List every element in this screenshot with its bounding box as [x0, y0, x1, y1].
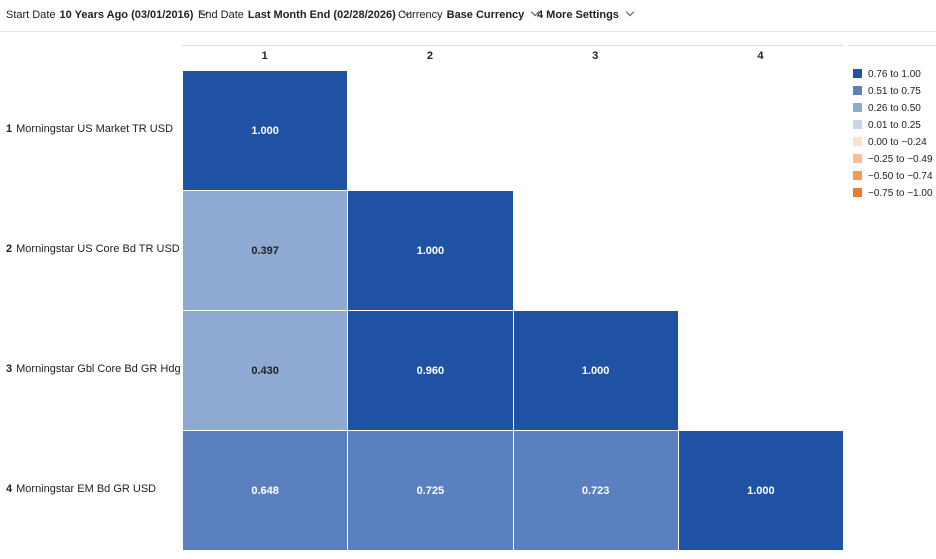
legend-item: 0.00 to −0.24 [853, 137, 927, 148]
settings-bar: Start Date 10 Years Ago (03/01/2016) End D… [0, 0, 936, 32]
legend-swatch [853, 103, 862, 112]
legend-swatch [853, 188, 862, 197]
row-name: Morningstar US Market TR USD [16, 123, 174, 135]
matrix-cell: 1.000 [182, 70, 349, 191]
setting[interactable]: End Date Last Month End (02/28/2026) [198, 7, 412, 21]
matrix-cell: 0.960 [347, 310, 514, 431]
setting-value: 10 Years Ago (03/01/2016) [59, 9, 194, 21]
matrix-cell: 1.000 [347, 190, 514, 311]
row-index: 3 [6, 363, 13, 375]
legend-rule [848, 45, 936, 46]
row-label: 3 Morningstar Gbl Core Bd GR Hdg USD [6, 363, 207, 375]
legend-swatch [853, 120, 862, 129]
legend-label: 0.26 to 0.50 [868, 103, 921, 114]
matrix-cell: 0.648 [182, 430, 349, 551]
legend-swatch [853, 171, 862, 180]
header-rule [182, 45, 843, 46]
legend-label: 0.00 to −0.24 [868, 137, 927, 148]
matrix-cell: 1.000 [512, 310, 679, 431]
setting-value: Last Month End (02/28/2026) [247, 9, 396, 21]
row-name: Morningstar Gbl Core Bd GR Hdg USD [16, 363, 207, 375]
setting-label: End Date [198, 9, 244, 21]
row-label: 2 Morningstar US Core Bd TR USD [6, 243, 180, 255]
legend-item: 0.26 to 0.50 [853, 103, 921, 114]
row-index: 1 [6, 123, 13, 135]
setting-value: Base Currency [446, 9, 525, 21]
matrix-cell: 0.723 [512, 430, 679, 551]
legend-swatch [853, 86, 862, 95]
row-label: 1 Morningstar US Market TR USD [6, 123, 173, 135]
row-name: Morningstar EM Bd GR USD [16, 483, 157, 495]
matrix-cell: 1.000 [677, 430, 844, 551]
legend-item: 0.01 to 0.25 [853, 120, 921, 131]
column-header: 2 [426, 50, 433, 62]
legend-item: −0.50 to −0.74 [853, 171, 933, 182]
legend-label: 0.01 to 0.25 [868, 120, 921, 131]
legend-label: 0.51 to 0.75 [868, 86, 921, 97]
legend-label: −0.75 to −1.00 [868, 188, 933, 199]
setting[interactable]: 4 More Settings [537, 7, 635, 21]
legend-item: 0.76 to 1.00 [853, 69, 921, 80]
matrix-cell: 0.430 [182, 310, 349, 431]
setting-value: 4 More Settings [537, 9, 619, 21]
legend-label: −0.50 to −0.74 [868, 171, 933, 182]
setting[interactable]: Currency Base Currency [398, 7, 540, 21]
legend-item: −0.75 to −1.00 [853, 188, 933, 199]
setting-label: Start Date [6, 9, 56, 21]
matrix-cell: 0.725 [347, 430, 514, 551]
row-name: Morningstar US Core Bd TR USD [16, 243, 180, 255]
row-index: 4 [6, 483, 13, 495]
chevron [625, 7, 635, 17]
legend-item: −0.25 to −0.49 [853, 154, 933, 165]
legend-swatch [853, 137, 862, 146]
column-header: 4 [757, 50, 764, 62]
setting[interactable]: Start Date 10 Years Ago (03/01/2016) [6, 7, 209, 21]
column-header: 1 [261, 50, 268, 62]
legend-item: 0.51 to 0.75 [853, 86, 921, 97]
legend-swatch [853, 69, 862, 78]
row-label: 4 Morningstar EM Bd GR USD [6, 483, 156, 495]
row-index: 2 [6, 243, 13, 255]
legend-swatch [853, 154, 862, 163]
legend-label: −0.25 to −0.49 [868, 154, 933, 165]
matrix-cell: 0.397 [182, 190, 349, 311]
setting-label: Currency [398, 9, 443, 21]
column-header: 3 [592, 50, 599, 62]
legend-label: 0.76 to 1.00 [868, 69, 921, 80]
